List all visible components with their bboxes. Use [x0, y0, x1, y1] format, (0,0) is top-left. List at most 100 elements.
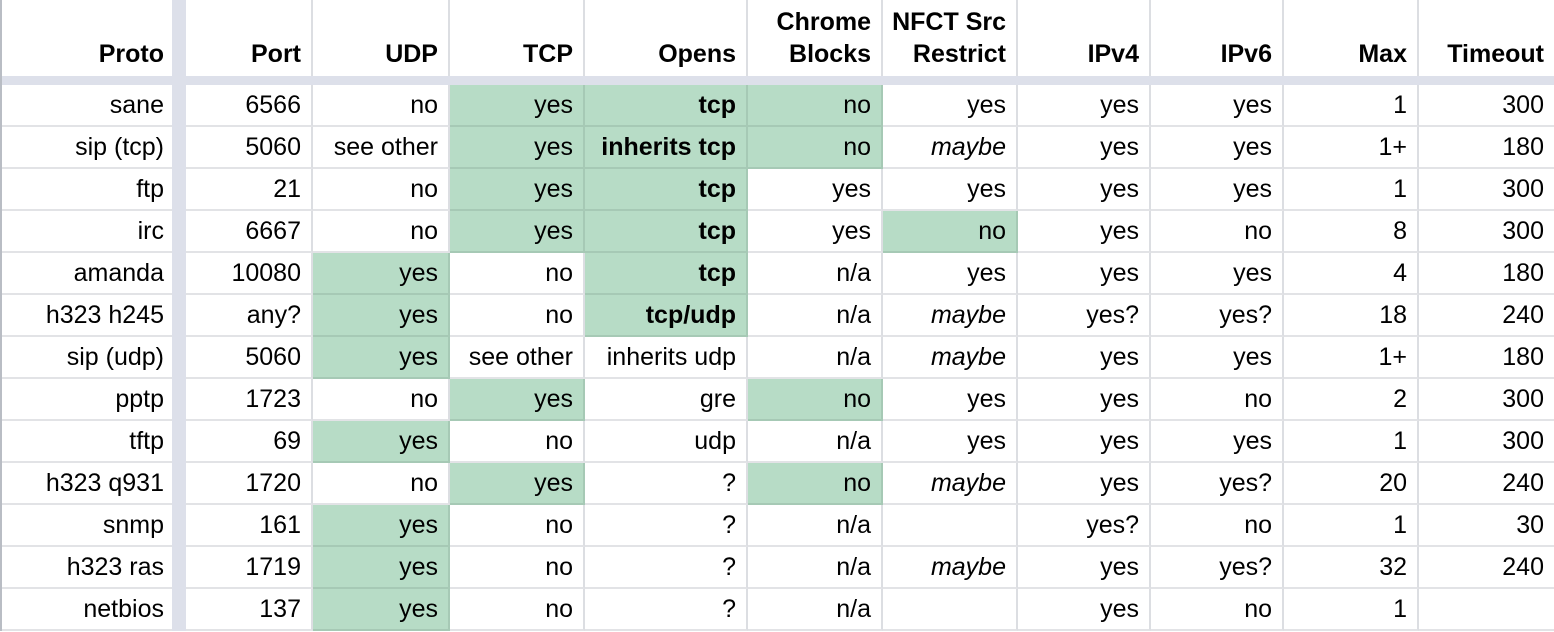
- table-cell-udp[interactable]: yes: [313, 505, 450, 547]
- table-cell-ipv6[interactable]: yes: [1151, 253, 1284, 295]
- table-cell-tcp[interactable]: no: [450, 589, 585, 631]
- table-cell-chrome_blocks[interactable]: no: [748, 127, 883, 169]
- table-cell-port[interactable]: 161: [186, 505, 313, 547]
- table-cell-chrome_blocks[interactable]: no: [748, 85, 883, 127]
- table-cell-max[interactable]: 8: [1284, 211, 1419, 253]
- table-cell-tcp[interactable]: no: [450, 295, 585, 337]
- table-cell-max[interactable]: 1: [1284, 505, 1419, 547]
- table-cell-port[interactable]: 6667: [186, 211, 313, 253]
- table-cell-udp[interactable]: yes: [313, 421, 450, 463]
- table-cell-chrome_blocks[interactable]: no: [748, 463, 883, 505]
- table-cell-nfct_src_restrict[interactable]: yes: [883, 253, 1018, 295]
- column-header-chrome_blocks[interactable]: Chrome Blocks: [748, 0, 883, 76]
- table-cell-port[interactable]: 1720: [186, 463, 313, 505]
- table-cell-tcp[interactable]: yes: [450, 463, 585, 505]
- row-header-cell[interactable]: pptp: [2, 379, 172, 421]
- table-cell-ipv6[interactable]: yes: [1151, 421, 1284, 463]
- table-cell-tcp[interactable]: yes: [450, 211, 585, 253]
- table-cell-ipv4[interactable]: yes: [1018, 253, 1151, 295]
- table-cell-chrome_blocks[interactable]: n/a: [748, 253, 883, 295]
- table-cell-opens[interactable]: inherits tcp: [585, 127, 748, 169]
- table-cell-ipv4[interactable]: yes: [1018, 337, 1151, 379]
- table-cell-udp[interactable]: yes: [313, 589, 450, 631]
- table-cell-port[interactable]: 10080: [186, 253, 313, 295]
- column-header-nfct_src_restrict[interactable]: NFCT Src Restrict: [883, 0, 1018, 76]
- table-cell-timeout[interactable]: 300: [1419, 169, 1554, 211]
- column-header-ipv4[interactable]: IPv4: [1018, 0, 1151, 76]
- table-cell-ipv4[interactable]: yes: [1018, 463, 1151, 505]
- table-cell-port[interactable]: 137: [186, 589, 313, 631]
- table-cell-opens[interactable]: ?: [585, 505, 748, 547]
- table-cell-timeout[interactable]: 300: [1419, 85, 1554, 127]
- table-cell-max[interactable]: 4: [1284, 253, 1419, 295]
- table-cell-ipv6[interactable]: yes?: [1151, 547, 1284, 589]
- table-cell-timeout[interactable]: 180: [1419, 127, 1554, 169]
- table-cell-udp[interactable]: yes: [313, 253, 450, 295]
- table-cell-tcp[interactable]: no: [450, 505, 585, 547]
- table-cell-timeout[interactable]: 240: [1419, 295, 1554, 337]
- table-cell-opens[interactable]: tcp: [585, 211, 748, 253]
- table-cell-timeout[interactable]: 300: [1419, 211, 1554, 253]
- column-header-timeout[interactable]: Timeout: [1419, 0, 1554, 76]
- table-cell-udp[interactable]: no: [313, 211, 450, 253]
- table-cell-timeout[interactable]: 300: [1419, 421, 1554, 463]
- table-cell-tcp[interactable]: yes: [450, 85, 585, 127]
- table-cell-ipv4[interactable]: yes?: [1018, 295, 1151, 337]
- table-cell-opens[interactable]: ?: [585, 547, 748, 589]
- table-cell-nfct_src_restrict[interactable]: maybe: [883, 463, 1018, 505]
- row-header-cell[interactable]: netbios: [2, 589, 172, 631]
- table-cell-timeout[interactable]: 180: [1419, 337, 1554, 379]
- table-cell-port[interactable]: 1723: [186, 379, 313, 421]
- table-cell-ipv6[interactable]: yes: [1151, 85, 1284, 127]
- table-cell-chrome_blocks[interactable]: yes: [748, 169, 883, 211]
- table-cell-nfct_src_restrict[interactable]: yes: [883, 421, 1018, 463]
- table-cell-ipv6[interactable]: yes: [1151, 169, 1284, 211]
- table-cell-max[interactable]: 1: [1284, 169, 1419, 211]
- table-cell-udp[interactable]: yes: [313, 547, 450, 589]
- row-header-cell[interactable]: irc: [2, 211, 172, 253]
- table-cell-ipv4[interactable]: yes: [1018, 85, 1151, 127]
- column-header-udp[interactable]: UDP: [313, 0, 450, 76]
- table-cell-ipv6[interactable]: yes?: [1151, 463, 1284, 505]
- table-cell-udp[interactable]: no: [313, 85, 450, 127]
- table-cell-opens[interactable]: gre: [585, 379, 748, 421]
- table-cell-nfct_src_restrict[interactable]: yes: [883, 379, 1018, 421]
- table-cell-udp[interactable]: no: [313, 379, 450, 421]
- table-cell-tcp[interactable]: yes: [450, 379, 585, 421]
- table-cell-max[interactable]: 2: [1284, 379, 1419, 421]
- table-cell-max[interactable]: 32: [1284, 547, 1419, 589]
- table-cell-max[interactable]: 18: [1284, 295, 1419, 337]
- table-cell-opens[interactable]: tcp: [585, 85, 748, 127]
- table-cell-max[interactable]: 1+: [1284, 127, 1419, 169]
- table-cell-opens[interactable]: inherits udp: [585, 337, 748, 379]
- table-cell-nfct_src_restrict[interactable]: yes: [883, 85, 1018, 127]
- table-cell-nfct_src_restrict[interactable]: [883, 589, 1018, 631]
- table-cell-nfct_src_restrict[interactable]: maybe: [883, 547, 1018, 589]
- row-header-cell[interactable]: sane: [2, 85, 172, 127]
- table-cell-ipv6[interactable]: no: [1151, 589, 1284, 631]
- table-cell-nfct_src_restrict[interactable]: maybe: [883, 127, 1018, 169]
- table-cell-ipv6[interactable]: yes: [1151, 337, 1284, 379]
- column-header-ipv6[interactable]: IPv6: [1151, 0, 1284, 76]
- table-cell-ipv6[interactable]: yes: [1151, 127, 1284, 169]
- table-cell-chrome_blocks[interactable]: n/a: [748, 505, 883, 547]
- table-cell-port[interactable]: 5060: [186, 127, 313, 169]
- table-cell-ipv6[interactable]: yes?: [1151, 295, 1284, 337]
- table-cell-timeout[interactable]: 30: [1419, 505, 1554, 547]
- table-cell-ipv4[interactable]: yes: [1018, 421, 1151, 463]
- table-cell-max[interactable]: 1+: [1284, 337, 1419, 379]
- table-cell-max[interactable]: 20: [1284, 463, 1419, 505]
- table-cell-timeout[interactable]: [1419, 589, 1554, 631]
- table-cell-ipv6[interactable]: no: [1151, 505, 1284, 547]
- table-cell-chrome_blocks[interactable]: yes: [748, 211, 883, 253]
- table-cell-port[interactable]: 6566: [186, 85, 313, 127]
- table-cell-max[interactable]: 1: [1284, 85, 1419, 127]
- table-cell-chrome_blocks[interactable]: n/a: [748, 337, 883, 379]
- table-cell-nfct_src_restrict[interactable]: no: [883, 211, 1018, 253]
- table-cell-tcp[interactable]: no: [450, 547, 585, 589]
- table-cell-chrome_blocks[interactable]: n/a: [748, 295, 883, 337]
- column-header-proto[interactable]: Proto: [2, 0, 172, 76]
- table-cell-ipv4[interactable]: yes: [1018, 589, 1151, 631]
- table-cell-chrome_blocks[interactable]: n/a: [748, 547, 883, 589]
- row-header-cell[interactable]: h323 h245: [2, 295, 172, 337]
